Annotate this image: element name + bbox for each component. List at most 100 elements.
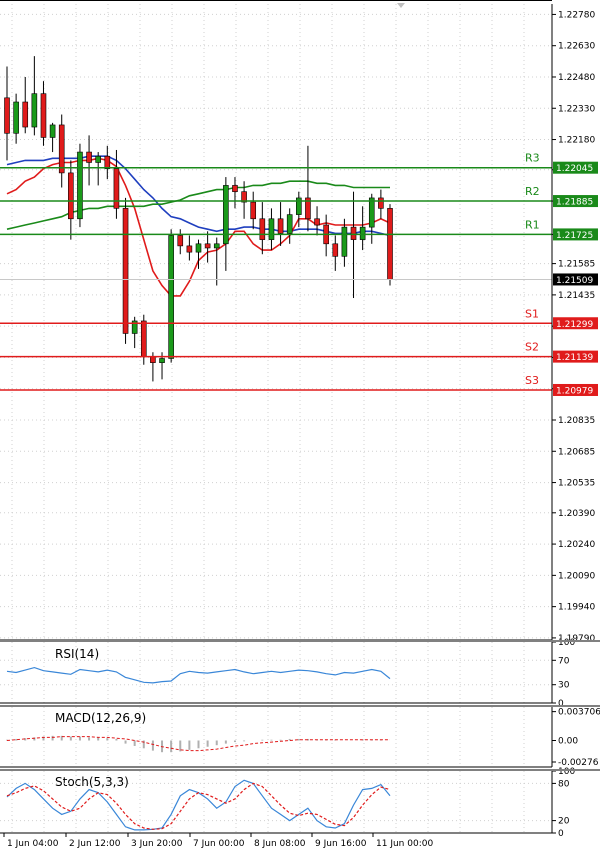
x-tick-label: 1 Jun 04:00 [7, 839, 59, 849]
candle-body [131, 320, 138, 334]
candle [40, 81, 47, 146]
y-tick-label: 1.22780 [558, 10, 595, 20]
candle-body [195, 243, 202, 253]
stoch-title: Stoch(5,3,3) [55, 775, 129, 789]
candle [277, 202, 284, 246]
candle [195, 239, 202, 269]
candle [68, 160, 74, 240]
level-price-tag [553, 350, 598, 363]
level-name-s2: S2 [525, 341, 539, 354]
candle-body [277, 218, 284, 234]
candle-body [268, 218, 275, 240]
level-price-tag [553, 195, 598, 208]
candle-body [140, 320, 147, 357]
candle-body [77, 151, 83, 220]
candle [213, 237, 220, 286]
candle [314, 206, 320, 236]
candle [232, 177, 238, 209]
y-tick-label: 100 [558, 638, 575, 648]
candle-body [341, 226, 348, 257]
candle [168, 229, 174, 363]
candle-body [241, 191, 247, 203]
candle-body [58, 124, 65, 174]
rsi-line [6, 666, 391, 684]
macd-title: MACD(12,26,9) [55, 711, 146, 725]
candle-body [186, 245, 193, 253]
grid-layer [0, 4, 552, 833]
y-tick-label: 0.00 [558, 737, 578, 747]
candle [4, 66, 10, 161]
candle [368, 193, 375, 244]
candle [341, 218, 348, 267]
candle [204, 231, 211, 263]
candle-body [68, 172, 74, 220]
level-price-tag [553, 161, 598, 174]
candle-body [168, 235, 174, 359]
level-name-r1: R1 [525, 218, 540, 231]
candle-body [177, 235, 184, 247]
candle [31, 56, 38, 136]
level-price-label: 1.22045 [556, 164, 593, 174]
level-name-s1: S1 [525, 307, 539, 320]
candle-body [40, 93, 47, 138]
level-price-label: 1.20979 [556, 386, 593, 396]
level-name-r2: R2 [525, 185, 540, 198]
candle-body [286, 214, 293, 234]
x-tick-label: 9 Jun 16:00 [315, 839, 367, 849]
y-tick-label: 1.20240 [558, 540, 595, 550]
x-tick-label: 8 Jun 08:00 [254, 839, 306, 849]
candle [95, 152, 101, 186]
candle-body [4, 97, 10, 134]
candle-body [204, 243, 211, 249]
candle [387, 204, 393, 286]
moving-average-line [6, 180, 390, 230]
x-tick-label: 7 Jun 00:00 [193, 839, 245, 849]
candle-body [314, 218, 320, 226]
candle [323, 214, 329, 257]
y-tick-label: 1.20390 [558, 509, 595, 519]
y-tick-label: 1.22330 [558, 104, 595, 114]
candle [259, 202, 266, 255]
candle-body [31, 93, 38, 128]
candle-body [213, 243, 220, 249]
candle [286, 208, 293, 244]
candle-body [86, 151, 92, 163]
candle [332, 235, 339, 271]
level-price-label: 1.21725 [556, 231, 593, 241]
candle [250, 191, 257, 230]
candle-body [113, 168, 120, 209]
y-tick-label: 1.19940 [558, 603, 595, 613]
y-tick-label: -0.00276 [558, 758, 599, 768]
candle-body [259, 218, 266, 240]
candle-body [296, 197, 302, 215]
y-tick-label: 100 [558, 767, 575, 777]
candle [350, 191, 357, 299]
rsi-panel: RSI(14) 100 70 30 0 [0, 638, 575, 709]
candle [241, 181, 247, 219]
y-tick-label: 70 [558, 656, 570, 666]
level-price-label: 1.21885 [556, 198, 593, 208]
candle [104, 145, 111, 180]
candle [131, 316, 138, 349]
y-tick-label: 80 [558, 779, 570, 789]
y-tick-label: 1.20685 [558, 447, 595, 457]
candle-body [305, 197, 311, 220]
level-price-label: 1.21139 [556, 353, 593, 363]
x-tick-label: 11 Jun 00:00 [376, 839, 433, 849]
y-tick-label: 0.003706 [558, 708, 600, 718]
y-tick-label: 1.20090 [558, 571, 595, 581]
price-panel: 1.22780 1.22630 1.22480 1.22330 1.22180 1.220… [0, 3, 598, 644]
candle [13, 93, 19, 144]
stoch-panel: Stoch(5,3,3) 100 80 20 0 [0, 767, 575, 839]
y-tick-label: 1.22630 [558, 42, 595, 52]
candle-body [387, 208, 393, 280]
level-name-r3: R3 [525, 152, 540, 165]
candle [86, 135, 92, 186]
candle-body [104, 155, 111, 170]
candle-body [223, 185, 229, 245]
candle [305, 145, 311, 232]
candle [22, 76, 29, 134]
level-name-s3: S3 [525, 374, 539, 387]
level-price-label: 1.21299 [556, 320, 593, 330]
candle-body [232, 185, 238, 192]
